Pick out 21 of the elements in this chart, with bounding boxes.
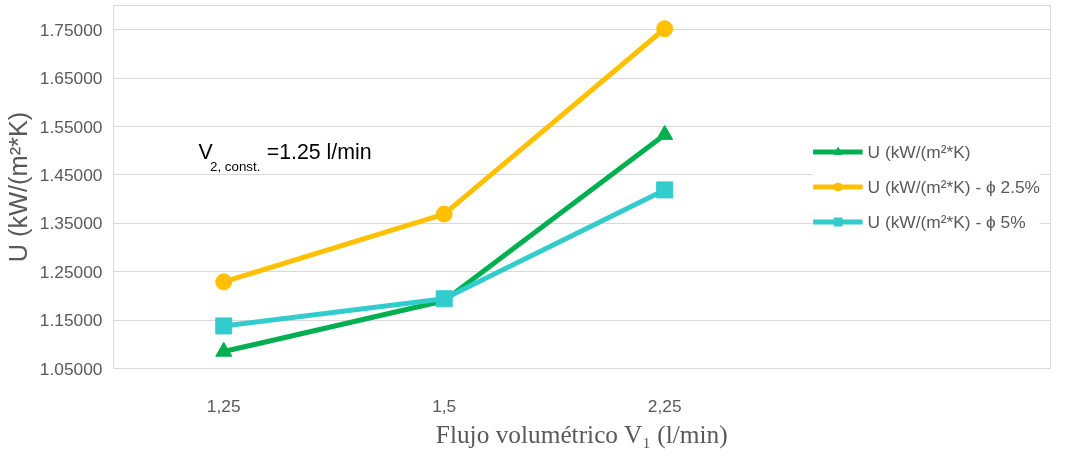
point <box>656 181 674 199</box>
x-tick-label: 1,5 <box>432 395 457 416</box>
y-axis-title: U (kW/(m²*K) <box>3 111 32 263</box>
y-tick-label: 1.25000 <box>39 261 103 282</box>
point <box>435 205 453 223</box>
y-tick-label: 1.75000 <box>39 19 103 40</box>
point <box>215 273 233 291</box>
legend-label: U (kW/(m²*K) <box>867 141 971 162</box>
y-tick-label: 1.05000 <box>39 358 103 379</box>
y-tick-label: 1.15000 <box>39 310 103 331</box>
point <box>656 20 674 38</box>
x-tick-label: 1,25 <box>206 395 241 416</box>
y-tick-label: 1.55000 <box>39 116 103 137</box>
x-tick-label: 2,25 <box>647 395 682 416</box>
y-tick-label: 1.35000 <box>39 213 103 234</box>
y-tick-label: 1.45000 <box>39 164 103 185</box>
legend-label: U (kW/(m²*K) - ϕ 5% <box>867 211 1026 232</box>
legend-label: U (kW/(m²*K) - ϕ 2.5% <box>867 176 1040 197</box>
point <box>215 317 233 335</box>
y-tick-label: 1.65000 <box>39 68 103 89</box>
x-axis-title: Flujo volumétrico V₁ (l/min) <box>435 419 728 449</box>
